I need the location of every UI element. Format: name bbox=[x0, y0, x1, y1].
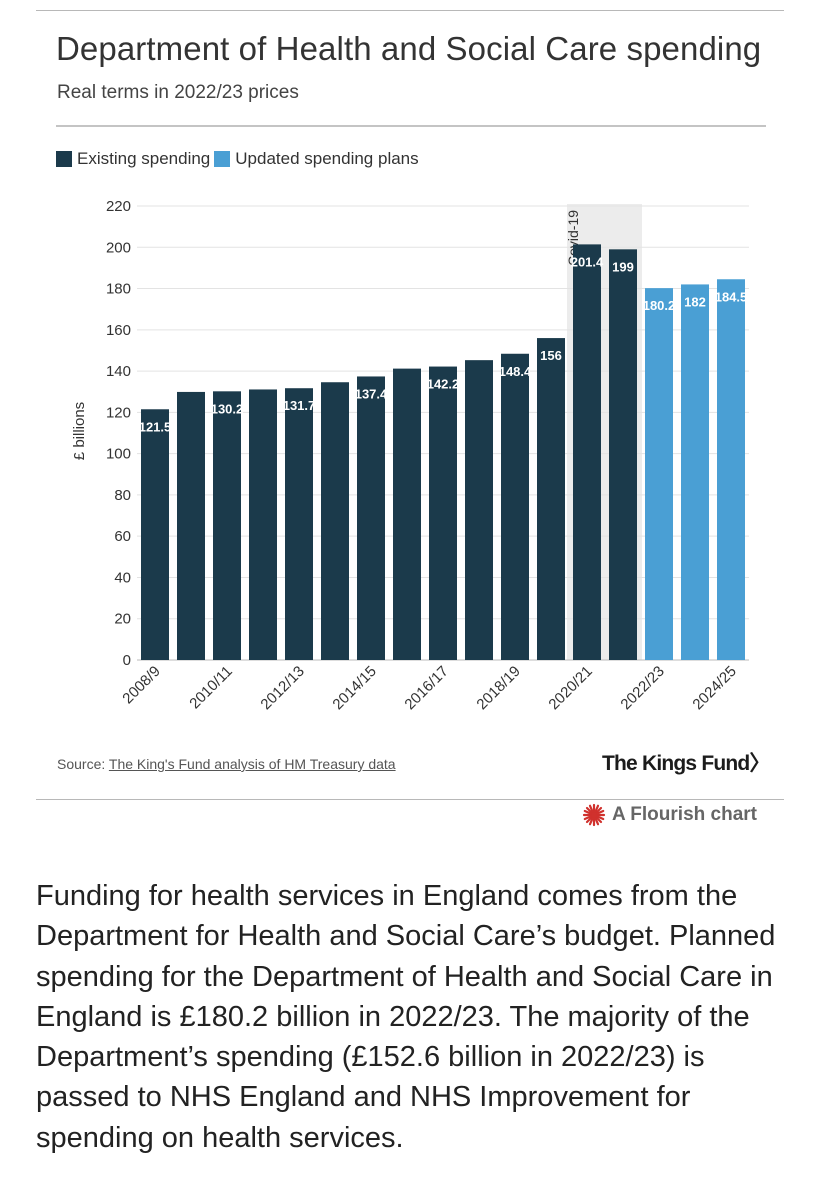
x-tick-label: 2012/13 bbox=[257, 663, 307, 713]
y-tick-label: 160 bbox=[106, 322, 131, 339]
bottom-divider bbox=[36, 799, 784, 800]
data-label: 148.4 bbox=[499, 364, 532, 379]
source-link[interactable]: The King's Fund analysis of HM Treasury … bbox=[108, 756, 396, 772]
article-paragraph: Funding for health services in England c… bbox=[36, 880, 776, 1154]
header-rule bbox=[56, 125, 766, 127]
y-axis-label: £ billions bbox=[71, 402, 88, 460]
flourish-label: A Flourish chart bbox=[612, 804, 757, 825]
x-tick-label: 2020/21 bbox=[545, 663, 595, 713]
bar-2010/11 bbox=[213, 391, 241, 660]
flourish-badge[interactable]: A Flourish chart bbox=[582, 803, 757, 827]
chart-legend: Existing spending Updated spending plans bbox=[56, 149, 423, 169]
y-tick-label: 200 bbox=[106, 239, 131, 256]
y-tick-label: 120 bbox=[106, 404, 131, 421]
y-tick-label: 60 bbox=[114, 528, 131, 545]
x-tick-label: 2010/11 bbox=[186, 663, 236, 713]
bar-2023/24 bbox=[681, 284, 709, 660]
data-label: 180.2 bbox=[643, 298, 676, 313]
chart-title: Department of Health and Social Care spe… bbox=[56, 30, 762, 67]
bar-2017/18 bbox=[465, 360, 493, 660]
legend-label-updated: Updated spending plans bbox=[235, 149, 419, 168]
bar-2024/25 bbox=[717, 279, 745, 660]
bar-2014/15 bbox=[357, 376, 385, 660]
y-tick-label: 80 bbox=[114, 487, 131, 504]
data-label: 137.4 bbox=[355, 386, 388, 401]
y-tick-label: 180 bbox=[106, 281, 131, 298]
y-tick-label: 220 bbox=[106, 198, 131, 215]
y-tick-label: 140 bbox=[106, 363, 131, 380]
source-prefix: Source: bbox=[57, 756, 109, 772]
source-note: Source: The King's Fund analysis of HM T… bbox=[57, 756, 396, 772]
y-tick-label: 20 bbox=[114, 611, 131, 628]
legend-item-updated[interactable]: Updated spending plans bbox=[214, 149, 419, 169]
data-label: 156 bbox=[540, 348, 562, 363]
bar-2008/9 bbox=[141, 409, 169, 660]
bar-2013/14 bbox=[321, 382, 349, 660]
x-tick-label: 2016/17 bbox=[401, 663, 451, 713]
data-label: 130.2 bbox=[211, 401, 244, 416]
flourish-star-icon bbox=[582, 803, 606, 827]
bar-2016/17 bbox=[429, 366, 457, 660]
bar-2011/12 bbox=[249, 389, 277, 660]
data-label: 131.7 bbox=[283, 398, 316, 413]
y-tick-label: 0 bbox=[123, 652, 131, 669]
legend-swatch-updated bbox=[214, 151, 231, 167]
legend-item-existing[interactable]: Existing spending bbox=[56, 149, 210, 169]
chart-subtitle: Real terms in 2022/23 prices bbox=[57, 82, 299, 103]
data-label: 121.5 bbox=[139, 419, 172, 434]
bar-2019/20 bbox=[537, 338, 565, 660]
kings-fund-logo[interactable]: The Kings Fund〉 bbox=[602, 752, 770, 775]
legend-swatch-existing bbox=[56, 151, 72, 167]
bar-2020/21 bbox=[573, 244, 601, 660]
bar-chart: 0 20 40 60 80 100 120 140 160 180 200 220 £ billions… bbox=[71, 198, 749, 713]
x-tick-label: 2008/9 bbox=[119, 663, 163, 707]
bar-2018/19 bbox=[501, 353, 529, 660]
x-tick-label: 2018/19 bbox=[473, 663, 523, 713]
y-tick-label: 100 bbox=[106, 446, 131, 463]
x-tick-label: 2024/25 bbox=[689, 663, 739, 713]
top-divider bbox=[36, 10, 784, 11]
bar-2012/13 bbox=[285, 388, 313, 660]
data-label: 142.2 bbox=[427, 377, 460, 392]
legend-label-existing: Existing spending bbox=[77, 149, 211, 168]
bar-2022/23 bbox=[645, 288, 673, 660]
bar-2015/16 bbox=[393, 368, 421, 660]
data-label: 182 bbox=[684, 294, 706, 309]
bar-2021/22 bbox=[609, 249, 637, 660]
data-label: 201.4 bbox=[571, 254, 604, 269]
data-label: 199 bbox=[612, 259, 634, 274]
y-tick-label: 40 bbox=[114, 569, 131, 586]
x-tick-label: 2022/23 bbox=[617, 663, 667, 713]
bar-2009/10 bbox=[177, 391, 205, 660]
x-tick-label: 2014/15 bbox=[329, 663, 379, 713]
data-label: 184.5 bbox=[715, 289, 748, 304]
